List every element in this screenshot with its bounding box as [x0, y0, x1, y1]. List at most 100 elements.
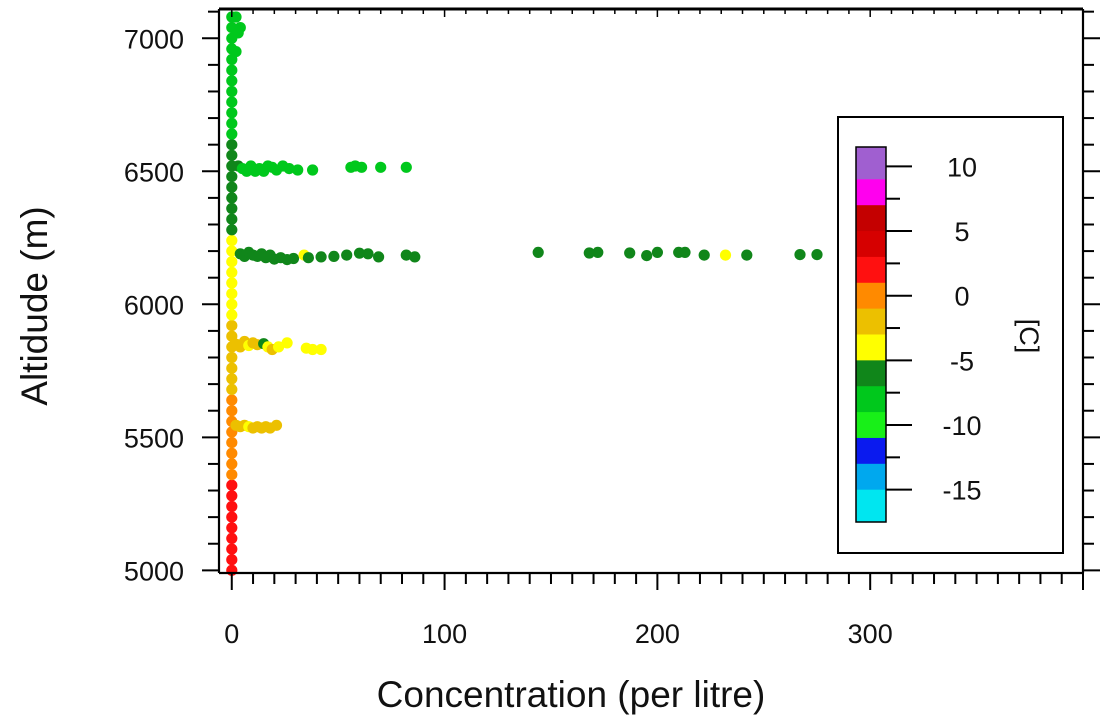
data-point [226, 277, 238, 289]
data-point [226, 554, 238, 566]
data-point [679, 246, 691, 258]
data-point [641, 250, 653, 262]
data-point [719, 249, 732, 261]
data-point [226, 479, 238, 491]
data-point [741, 249, 753, 261]
y-tick-label: 6500 [124, 157, 184, 187]
colorbar-label: [C] [1014, 319, 1044, 354]
data-point [234, 22, 246, 34]
colorbar-tick-label: -5 [950, 346, 974, 376]
data-point [226, 202, 238, 215]
colorbar-band [856, 205, 886, 232]
x-tick-label: 100 [422, 619, 467, 649]
data-point [226, 85, 238, 98]
data-point [226, 383, 238, 395]
data-point [287, 252, 300, 265]
colorbar-band [856, 308, 886, 335]
data-point [315, 343, 327, 356]
data-point [226, 64, 238, 76]
data-point [226, 256, 238, 268]
data-point [400, 249, 412, 261]
data-point [226, 213, 238, 225]
data-point [583, 247, 595, 259]
colorbar-band [856, 147, 886, 180]
data-point [400, 161, 412, 173]
colorbar-band [856, 179, 886, 206]
data-point [226, 107, 238, 119]
data-point [226, 234, 238, 247]
data-point [353, 247, 366, 259]
data-point [226, 394, 238, 406]
x-axis-ticks: 0 100 200 300 [224, 9, 1084, 649]
data-point [375, 161, 387, 173]
data-point [226, 128, 238, 140]
colorbar-band [856, 282, 886, 310]
data-point [226, 266, 238, 278]
colorbar-tick-label: 0 [954, 282, 969, 312]
data-point [373, 251, 385, 263]
data-point [226, 224, 238, 236]
data-point [226, 490, 238, 502]
data-point [226, 139, 238, 151]
data-point [226, 245, 238, 257]
data-point [226, 288, 238, 300]
data-point [226, 117, 238, 129]
data-point [230, 11, 242, 23]
data-point [226, 351, 238, 364]
data-point [226, 373, 238, 385]
colorbar-tick-label: -15 [942, 476, 981, 506]
x-tick-label: 200 [635, 619, 680, 649]
y-tick-label: 6000 [124, 290, 184, 320]
colorbar-band [856, 256, 886, 284]
data-point [794, 249, 806, 261]
data-point [226, 522, 238, 534]
colorbar-outline [855, 146, 887, 523]
data-points [226, 11, 823, 576]
colorbar-band [856, 360, 886, 387]
y-tick-label: 5000 [124, 556, 184, 586]
x-tick-label: 300 [848, 619, 893, 649]
data-point [302, 252, 314, 264]
x-tick-label: 0 [224, 619, 239, 649]
data-point [362, 248, 374, 260]
y-axis-label: Altidude (m) [14, 206, 55, 405]
colorbar-band [856, 463, 886, 491]
data-point [273, 341, 285, 353]
data-point [226, 149, 238, 161]
colorbar-tick-label: -10 [942, 411, 981, 441]
data-point [226, 181, 238, 193]
data-point [328, 250, 340, 262]
y-axis-ticks: 5000 5500 6000 6500 7000 [124, 10, 1100, 586]
data-point [356, 161, 368, 173]
y-tick-label: 5500 [124, 423, 184, 453]
colorbar-band [856, 437, 886, 465]
data-point [292, 164, 304, 176]
colorbar: 10 5 0 -5 -10 -15 [C] [837, 116, 1064, 554]
plot-frame [217, 7, 1085, 575]
data-point [651, 246, 664, 258]
colorbar-band [856, 412, 886, 439]
data-point [226, 458, 238, 470]
data-point [698, 249, 710, 261]
data-point [226, 75, 238, 87]
data-point [281, 337, 293, 349]
data-point [226, 171, 238, 183]
colorbar-tick-label: 10 [947, 152, 977, 182]
data-point [624, 247, 636, 259]
colorbar-band [856, 489, 886, 523]
data-point [811, 249, 823, 261]
data-point [226, 320, 238, 332]
data-point [283, 163, 295, 175]
data-point [532, 246, 544, 258]
data-point [226, 298, 238, 310]
data-point [307, 164, 319, 176]
colorbar-tick-label: 5 [954, 217, 969, 247]
data-point [315, 251, 327, 263]
data-point [226, 405, 238, 417]
data-point [226, 192, 238, 204]
data-point [230, 46, 242, 58]
data-point [226, 500, 238, 513]
data-point [226, 437, 238, 449]
data-point [409, 251, 421, 263]
